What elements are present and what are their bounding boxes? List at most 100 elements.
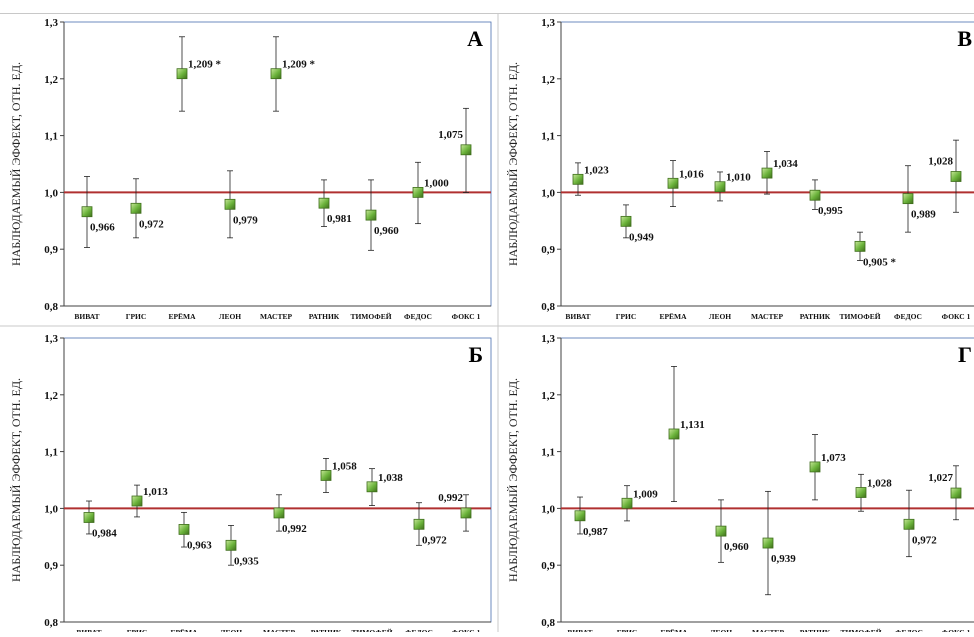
data-point-marker [809, 189, 821, 201]
x-category-label: ЕРЁМА [659, 312, 687, 321]
y-tick-label: 1,1 [44, 131, 58, 143]
plot-area-frame [63, 21, 492, 307]
data-label: 1,028 [928, 155, 953, 167]
data-label: 0,992 [438, 492, 463, 504]
data-label: 1,058 [332, 460, 357, 472]
x-category-label: ЕРЁМА [168, 312, 196, 321]
data-point-marker [412, 186, 424, 198]
y-tick-label: 1,3 [541, 17, 555, 29]
plot-area-frame [63, 337, 492, 623]
x-category-label: ЛЕОН [709, 312, 731, 321]
data-point-marker [225, 539, 237, 551]
y-tick-label: 0,9 [541, 244, 555, 256]
x-category-label: ФЕДОС [404, 312, 432, 321]
y-tick-label: 1,0 [541, 503, 555, 515]
data-label: 0,972 [139, 218, 164, 230]
data-label: 1,013 [143, 486, 168, 498]
data-point-marker [460, 144, 472, 156]
x-category-label: РАТНИК [800, 628, 831, 632]
x-category-label: ФОКС 1 [942, 628, 971, 632]
data-label: 1,009 [633, 488, 658, 500]
chart-panel-1: 0,8 0,9 1,0 1,1 1,2 1,3 НАБЛЮДАЕМЫЙ ЭФФЕКТ, ОТ… [506, 17, 974, 321]
panel-letter: В [957, 26, 972, 51]
x-category-label: ВИВАТ [565, 312, 590, 321]
plot-area-frame [560, 337, 974, 623]
data-point-marker [809, 461, 821, 473]
x-category-label: ФОКС 1 [452, 312, 481, 321]
y-axis-title: НАБЛЮДАЕМЫЙ ЭФФЕКТ, ОТН. ЕД. [9, 62, 23, 266]
data-point-marker [667, 177, 679, 189]
x-category-label: ТИМОФЕЙ [839, 312, 880, 321]
data-point-marker [855, 487, 867, 498]
data-label: 1,131 [680, 419, 705, 431]
y-tick-label: 1,2 [44, 74, 58, 86]
data-label: 1,000 [424, 177, 449, 189]
data-point-marker [81, 206, 93, 218]
data-point-marker [902, 193, 914, 205]
x-category-label: ТИМОФЕЙ [350, 312, 391, 321]
data-label: 1,075 [438, 129, 463, 141]
data-label: 0,984 [92, 527, 117, 539]
data-label: 0,935 [234, 555, 259, 567]
x-category-label: ТИМОФЕЙ [840, 628, 881, 632]
data-label: 0,949 [629, 231, 654, 243]
y-tick-label: 1,1 [44, 447, 58, 459]
x-category-label: ГРИС [617, 628, 638, 632]
x-category-label: МАСТЕР [751, 312, 784, 321]
x-category-label: ЛЕОН [710, 628, 732, 632]
y-tick-label: 1,0 [541, 187, 555, 199]
data-label: 1,027 [928, 472, 953, 484]
plot-area-frame [560, 21, 974, 307]
data-point-marker [903, 518, 915, 530]
data-point-marker [950, 487, 962, 499]
y-tick-label: 0,9 [44, 560, 58, 572]
x-category-label: ВИВАТ [567, 628, 592, 632]
x-category-label: ЕРЁМА [170, 628, 198, 632]
data-point-marker [273, 507, 285, 519]
y-tick-label: 1,3 [541, 333, 555, 345]
data-label: 0,981 [327, 213, 352, 225]
x-category-label: РАТНИК [800, 312, 831, 321]
data-point-marker [574, 510, 586, 522]
data-point-marker [668, 428, 680, 440]
y-tick-label: 1,0 [44, 187, 58, 199]
x-category-label: ВИВАТ [74, 312, 99, 321]
data-label: 0,939 [771, 553, 796, 565]
data-point-marker [320, 470, 332, 481]
chart-panel-2: 0,8 0,9 1,0 1,1 1,2 1,3 НАБЛЮДАЕМЫЙ ЭФФЕКТ, ОТ… [9, 333, 492, 637]
data-point-marker [460, 507, 472, 519]
x-category-label: МАСТЕР [260, 312, 293, 321]
x-category-label: ТИМОФЕЙ [351, 628, 392, 632]
data-point-marker [950, 171, 962, 182]
data-label: 0,960 [374, 225, 399, 237]
data-point-marker [131, 495, 143, 507]
y-tick-label: 1,2 [541, 74, 555, 86]
data-point-marker [130, 202, 142, 214]
y-axis-title: НАБЛЮДАЕМЫЙ ЭФФЕКТ, ОТН. ЕД. [506, 62, 520, 266]
y-tick-label: 0,8 [44, 301, 58, 313]
y-tick-label: 0,9 [44, 244, 58, 256]
data-point-marker [365, 209, 377, 221]
y-tick-label: 0,9 [541, 560, 555, 572]
panel-letter: Б [468, 342, 483, 367]
data-point-marker [762, 537, 774, 549]
data-point-marker [715, 525, 727, 537]
x-category-label: РАТНИК [311, 628, 342, 632]
data-point-marker [83, 512, 95, 523]
y-tick-label: 1,1 [541, 131, 555, 143]
data-point-marker [176, 68, 188, 80]
data-label: 0,972 [422, 534, 447, 546]
y-tick-label: 1,2 [541, 390, 555, 402]
x-category-label: ФОКС 1 [452, 628, 481, 632]
data-label: 1,023 [584, 164, 609, 176]
y-axis-title: НАБЛЮДАЕМЫЙ ЭФФЕКТ, ОТН. ЕД. [506, 378, 520, 582]
y-tick-label: 0,8 [541, 617, 555, 629]
data-point-marker [178, 524, 190, 535]
x-category-label: ЛЕОН [220, 628, 242, 632]
data-point-marker [413, 518, 425, 530]
data-point-marker [621, 497, 633, 509]
data-label: 0,987 [583, 526, 608, 538]
y-tick-label: 1,2 [44, 390, 58, 402]
